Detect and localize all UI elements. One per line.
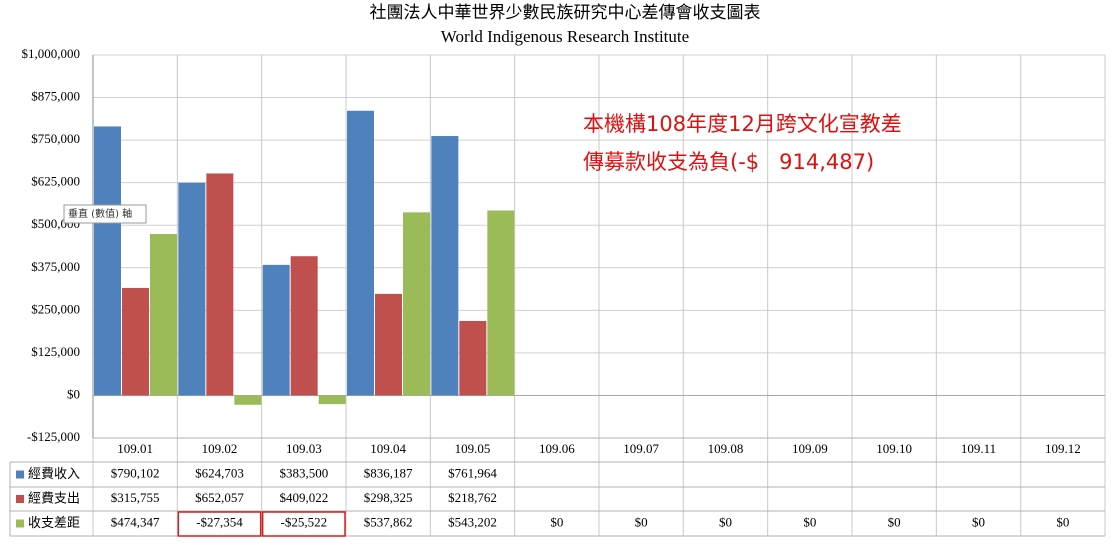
x-tick-label: 109.04	[370, 441, 406, 456]
x-tick-label: 109.05	[455, 441, 491, 456]
table-value: $0	[888, 514, 901, 529]
x-tick-label: 109.02	[202, 441, 238, 456]
x-tick-label: 109.03	[286, 441, 322, 456]
legend-key	[16, 495, 24, 503]
bar	[403, 212, 430, 396]
x-tick-label: 109.10	[876, 441, 912, 456]
table-value: $218,762	[448, 490, 497, 505]
table-value: $836,187	[364, 465, 413, 480]
chart-title: 社團法人中華世界少數民族研究中心差傳會收支圖表	[370, 3, 761, 22]
annotation: 傳募款收支為負(-$ 914,487)	[583, 150, 874, 174]
bar	[375, 293, 402, 396]
bar	[459, 320, 487, 396]
x-tick-label: 109.07	[623, 441, 659, 456]
table-value: $537,862	[364, 514, 413, 529]
bar	[347, 110, 374, 396]
table-value: -$25,522	[281, 514, 328, 529]
legend-label: 經費支出	[28, 492, 80, 507]
table-value: $652,057	[195, 490, 244, 505]
table-value: $0	[1056, 514, 1069, 529]
bar	[262, 264, 290, 396]
table-value: $0	[803, 514, 816, 529]
y-tick-label: $375,000	[31, 259, 80, 274]
legend-key	[16, 519, 24, 528]
tooltip-box	[63, 204, 147, 224]
table-value: $0	[719, 514, 732, 529]
bar	[122, 287, 149, 396]
highlight-box	[261, 511, 346, 537]
y-tick-label: -$125,000	[27, 429, 80, 444]
table-value: $0	[550, 514, 563, 529]
table-value: -$27,354	[196, 514, 243, 529]
bar	[206, 173, 234, 396]
legend-label: 經費收入	[28, 467, 80, 482]
highlight-box	[177, 511, 262, 537]
x-tick-label: 109.06	[539, 441, 575, 456]
table-value: $0	[635, 514, 648, 529]
y-tick-label: $1,000,000	[22, 46, 81, 61]
legend-key	[16, 470, 24, 479]
table-value: $383,500	[279, 465, 328, 480]
chart-subtitle: World Indigenous Research Institute	[441, 27, 689, 46]
table-value: $298,325	[364, 490, 413, 505]
bar	[150, 233, 177, 396]
x-tick-label: 109.01	[117, 441, 153, 456]
table-value: $761,964	[448, 465, 497, 480]
y-tick-label: $250,000	[31, 301, 80, 316]
tooltip-text: 垂直 (數值) 軸	[68, 207, 132, 220]
x-tick-label: 109.08	[708, 441, 744, 456]
y-tick-label: $0	[67, 386, 80, 401]
x-tick-label: 109.09	[792, 441, 828, 456]
bar	[431, 136, 459, 396]
y-tick-label: $750,000	[31, 131, 80, 146]
bar	[178, 182, 206, 396]
legend-label: 收支差距	[28, 516, 80, 531]
x-tick-label: 109.11	[961, 441, 996, 456]
y-tick-label: $125,000	[31, 344, 80, 359]
y-tick-label: $875,000	[31, 89, 80, 104]
table-value: $790,102	[111, 465, 160, 480]
table-value: $0	[972, 514, 985, 529]
table-value: $474,347	[111, 514, 160, 529]
table-value: $409,022	[279, 490, 328, 505]
annotation: 本機構108年度12月跨文化宣教差	[583, 112, 902, 136]
table-value: $543,202	[448, 514, 497, 529]
bar	[234, 395, 262, 405]
x-tick-label: 109.12	[1045, 441, 1081, 456]
table-value: $624,703	[195, 465, 244, 480]
bar	[290, 256, 318, 396]
y-tick-label: $625,000	[31, 174, 80, 189]
bar	[318, 395, 346, 405]
table-value: $315,755	[111, 490, 160, 505]
bar	[487, 210, 515, 396]
bar	[94, 126, 121, 396]
